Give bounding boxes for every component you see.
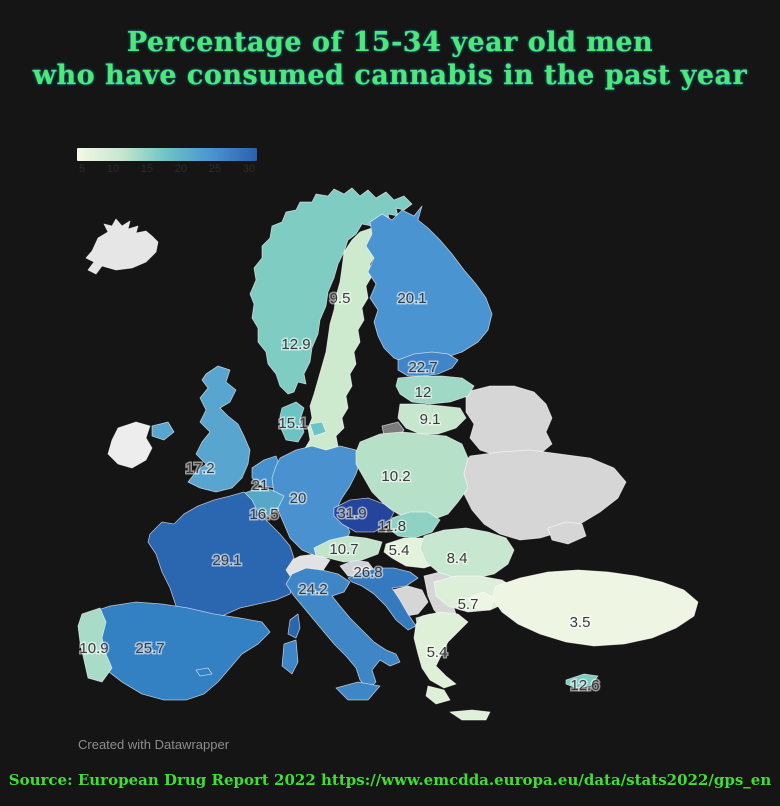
country-balearic-islands[interactable] <box>195 667 213 677</box>
value-label-latvia: 12 <box>415 384 432 401</box>
country-corsica[interactable] <box>287 613 301 639</box>
chart-title-line2: who have consumed cannabis in the past y… <box>32 60 748 91</box>
country-turkey[interactable] <box>491 569 699 647</box>
value-label-france: 29.1 <box>212 552 241 569</box>
country-greece[interactable] <box>413 611 469 689</box>
value-label-hungary: 5.4 <box>389 542 410 559</box>
datawrapper-attribution: Created with Datawrapper <box>78 737 230 752</box>
country-belarus[interactable] <box>465 385 553 459</box>
country-peloponnese[interactable] <box>425 685 451 705</box>
source-line: Source: European Drug Report 2022 https:… <box>8 771 772 789</box>
country-poland[interactable] <box>355 431 469 521</box>
country-estonia[interactable] <box>397 351 459 377</box>
legend-tick-0: 5 <box>79 163 86 175</box>
color-legend: 5 10 15 20 25 30 <box>77 148 257 175</box>
legend-tick-5: 30 <box>242 163 255 175</box>
europe-choropleth-map: 12.9 9.5 20.1 22.7 12 9.1 15.1 17.2 21 16.5 20 10.2… <box>77 187 699 721</box>
value-label-poland: 10.2 <box>381 468 410 485</box>
value-label-sweden: 9.5 <box>330 290 351 307</box>
country-ireland[interactable] <box>107 421 153 469</box>
legend-tick-2: 15 <box>140 163 154 175</box>
legend-gradient-bar <box>77 148 257 161</box>
value-label-austria: 10.7 <box>329 541 358 558</box>
country-iceland[interactable] <box>85 218 159 275</box>
legend-tick-1: 10 <box>106 163 120 175</box>
value-label-cyprus: 12.6 <box>570 677 599 694</box>
value-label-turkey: 3.5 <box>570 614 591 631</box>
country-slovakia[interactable] <box>387 511 441 539</box>
value-label-portugal: 10.9 <box>79 640 108 657</box>
value-label-croatia: 26.8 <box>353 564 382 581</box>
value-label-italy: 24.2 <box>298 581 327 598</box>
country-portugal[interactable] <box>77 607 113 683</box>
country-ukraine[interactable] <box>459 449 627 541</box>
country-sardinia[interactable] <box>281 639 299 675</box>
legend-tick-labels: 5 10 15 20 25 30 <box>77 163 257 175</box>
legend-tick-4: 25 <box>208 163 221 175</box>
country-uk[interactable] <box>187 365 251 493</box>
country-finland[interactable] <box>365 205 493 365</box>
country-denmark-islands[interactable] <box>309 421 327 437</box>
legend-tick-3: 20 <box>174 163 188 175</box>
country-crimea[interactable] <box>547 521 587 545</box>
country-lithuania[interactable] <box>397 403 467 435</box>
country-croatia[interactable] <box>347 567 419 631</box>
country-italy[interactable] <box>285 567 401 691</box>
value-label-uk: 17.2 <box>185 460 214 477</box>
value-label-denmark: 15.1 <box>278 415 307 432</box>
country-austria[interactable] <box>313 535 383 563</box>
country-denmark[interactable] <box>279 401 305 443</box>
country-cyprus[interactable] <box>565 673 599 689</box>
chart-title-line1: Percentage of 15-34 year old men <box>126 27 654 58</box>
value-label-norway: 12.9 <box>281 336 310 353</box>
value-label-finland: 20.1 <box>397 290 426 307</box>
value-labels: 12.9 9.5 20.1 22.7 12 9.1 15.1 17.2 21 16.5 20 10.2… <box>78 289 601 696</box>
country-turkey-thrace[interactable] <box>467 591 495 611</box>
country-czechia[interactable] <box>333 497 395 533</box>
value-label-romania: 8.4 <box>447 550 468 567</box>
value-label-greece: 5.4 <box>427 644 448 661</box>
value-label-belgium: 16.5 <box>249 506 278 523</box>
country-sicily[interactable] <box>335 681 381 701</box>
value-label-germany: 20 <box>290 490 307 507</box>
value-label-netherlands: 21 <box>252 477 269 494</box>
value-label-czechia: 31.9 <box>337 505 366 522</box>
country-norway[interactable] <box>249 187 413 395</box>
country-spain[interactable] <box>83 601 271 701</box>
chart-title: Percentage of 15-34 year old men who hav… <box>0 26 780 92</box>
country-romania[interactable] <box>419 527 515 579</box>
value-label-spain: 25.7 <box>135 640 164 657</box>
value-label-estonia: 22.7 <box>408 359 437 376</box>
country-france[interactable] <box>147 491 295 623</box>
value-label-slovakia: 11.8 <box>378 518 406 535</box>
country-crete[interactable] <box>449 709 491 721</box>
value-label-bulgaria: 5.7 <box>458 596 479 613</box>
country-northern-ireland[interactable] <box>151 421 175 441</box>
country-latvia[interactable] <box>395 375 475 405</box>
value-label-lithuania: 9.1 <box>420 411 441 428</box>
